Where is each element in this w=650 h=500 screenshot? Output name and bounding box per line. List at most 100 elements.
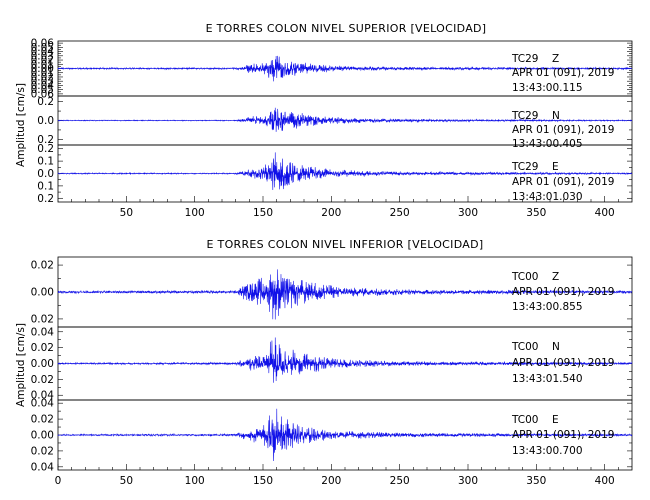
upper-z-ytick-label: 0.00 [31,63,54,75]
lower-panel-n: 0.04 0.02 0.00 0.02 0.04 TC00 N APR 01 (091)… [31,326,633,402]
lower-panel-z: 0.02 0.00 0.02 TC00 Z APR 01 (091), 2019 1… [31,256,633,328]
upper-z-ytick-label: 0.03 [31,50,54,62]
lower-panel-e-axes: 0.04 0.02 0.00 0.02 0.04 [31,398,633,473]
upper-panel-z: 0.060.050.040.030.020.010.000.010.020.03… [31,38,633,100]
lower-n-ytick-label: 0.02 [31,374,54,386]
lower-n-ytick-label: 0.04 [31,390,55,402]
lower-n-date-label: APR 01 (091), 2019 [512,357,614,369]
upper-z-component-label: Z [552,53,559,65]
upper-xtick-label: 350 [526,207,546,219]
lower-y-axis-label: Amplitud [cm/s] [15,323,27,407]
lower-e-time-label: 13:43:00.700 [512,445,583,457]
upper-xtick-label: 300 [458,207,478,219]
upper-e-ytick-label: 0.1 [37,156,54,168]
lower-n-ytick-label: 0.04 [31,326,55,338]
lower-n-waveform [57,337,633,383]
upper-z-ytick-label: 0.01 [31,59,54,71]
lower-panel-n-axes: 0.04 0.02 0.00 0.02 0.04 [31,326,633,402]
lower-xtick-label: 250 [390,475,410,487]
upper-xtick-label: 50 [120,207,133,219]
upper-z-ytick-label: 0.05 [31,84,54,96]
upper-z-waveform [57,55,633,82]
lower-e-station-label: TC00 [511,414,539,426]
lower-xtick-label: 350 [526,475,546,487]
lower-chart-title: E TORRES COLON NIVEL INFERIOR [VELOCIDAD… [207,238,484,251]
lower-z-waveform [57,269,633,320]
upper-panel-e: 0.20.10.00.10.2 TC29 E APR 01 (091), 201… [37,143,633,205]
lower-z-component-label: Z [552,271,559,283]
upper-panel-n: 0.2 0.0 0.2 TC29 N APR 01 (091), 2019 13:4… [37,95,633,150]
upper-panel-z-labels: TC29 Z APR 01 (091), 2019 13:43:00.115 [511,53,614,94]
upper-chart-title: E TORRES COLON NIVEL SUPERIOR [VELOCIDAD… [206,22,487,35]
upper-e-ytick-label: 0.1 [37,180,54,192]
lower-panel-e: 0.04 0.02 0.00 0.02 0.04 TC00 E APR 01 (091)… [31,398,633,473]
upper-e-ytick-label: 0.2 [37,193,54,205]
upper-e-ytick-label: 0.0 [37,168,54,180]
upper-n-time-label: 13:43:00.405 [512,138,583,150]
lower-z-ytick-label: 0.02 [31,260,54,272]
upper-panel-e-axes: 0.20.10.00.10.2 [37,143,633,205]
lower-panel-n-labels: TC00 N APR 01 (091), 2019 13:43:01.540 [511,341,614,385]
upper-z-date-label: APR 01 (091), 2019 [512,67,614,79]
upper-z-ytick-label: 0.02 [31,55,54,67]
upper-e-ytick-label: 0.2 [37,143,54,155]
lower-xtick-label: 400 [595,475,615,487]
upper-z-ytick-label: 0.05 [31,42,54,54]
lower-e-ytick-label: 0.02 [31,414,54,426]
upper-panel-z-axes: 0.060.050.040.030.020.010.000.010.020.03… [31,38,633,100]
upper-z-ytick-label: 0.06 [31,38,55,50]
upper-z-ytick-label: 0.06 [31,88,55,100]
lower-n-ytick-label: 0.00 [31,358,54,370]
upper-n-component-label: N [552,110,560,122]
upper-z-time-label: 13:43:00.115 [512,82,583,94]
lower-xtick-label: 300 [458,475,478,487]
lower-z-station-label: TC00 [511,271,539,283]
upper-n-station-label: TC29 [511,110,539,122]
upper-xtick-label: 150 [253,207,273,219]
upper-xtick-label: 200 [321,207,341,219]
upper-z-ytick-label: 0.02 [31,71,54,83]
upper-n-ytick-label: 0.2 [37,134,54,146]
lower-z-ytick-label: 0.02 [31,313,54,325]
lower-z-time-label: 13:43:00.855 [512,301,583,313]
lower-e-date-label: APR 01 (091), 2019 [512,429,614,441]
upper-e-date-label: APR 01 (091), 2019 [512,176,614,188]
upper-e-time-label: 13:43:01.030 [512,191,583,203]
upper-n-ytick-label: 0.0 [37,115,54,127]
upper-y-axis-label: Amplitud [cm/s] [15,83,27,167]
lower-xtick-label: 100 [185,475,205,487]
upper-z-station-label: TC29 [511,53,539,65]
lower-xtick-label: 50 [120,475,133,487]
lower-e-ytick-label: 0.00 [31,430,54,442]
lower-z-ytick-label: 0.00 [31,287,54,299]
upper-n-waveform [57,107,633,132]
lower-panel-e-labels: TC00 E APR 01 (091), 2019 13:43:00.700 [511,414,614,457]
lower-n-station-label: TC00 [511,341,539,353]
upper-n-date-label: APR 01 (091), 2019 [512,124,614,136]
upper-e-component-label: E [552,161,559,173]
lower-e-component-label: E [552,414,559,426]
lower-e-ytick-label: 0.02 [31,445,54,457]
upper-e-station-label: TC29 [511,161,539,173]
lower-chart-group: E TORRES COLON NIVEL INFERIOR [VELOCIDAD… [15,238,633,487]
lower-z-date-label: APR 01 (091), 2019 [512,286,614,298]
lower-e-ytick-label: 0.04 [31,461,55,473]
upper-z-ytick-label: 0.04 [31,46,55,58]
upper-panel-n-labels: TC29 N APR 01 (091), 2019 13:43:00.405 [511,110,614,150]
upper-panel-e-labels: TC29 E APR 01 (091), 2019 13:43:01.030 [511,161,614,203]
lower-e-waveform [57,408,633,461]
upper-xtick-label: 250 [390,207,410,219]
lower-n-time-label: 13:43:01.540 [512,373,583,385]
upper-n-ytick-label: 0.2 [37,96,54,108]
lower-xtick-label: 0 [55,475,62,487]
upper-chart-group: E TORRES COLON NIVEL SUPERIOR [VELOCIDAD… [15,22,633,219]
lower-n-ytick-label: 0.02 [31,342,54,354]
lower-panel-z-labels: TC00 Z APR 01 (091), 2019 13:43:00.855 [511,271,614,313]
upper-xtick-label: 100 [185,207,205,219]
upper-e-waveform [57,152,633,191]
lower-x-axis: 0 50 100 150 200 250 300 350 400 [55,464,619,487]
upper-xtick-label: 400 [595,207,615,219]
lower-e-ytick-label: 0.04 [31,398,55,410]
upper-z-ytick-label: 0.04 [31,80,55,92]
